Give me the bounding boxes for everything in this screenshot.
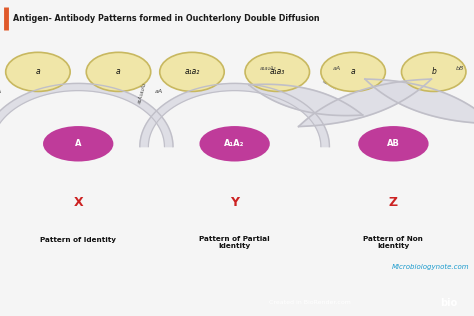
- Polygon shape: [249, 84, 363, 116]
- Text: bio: bio: [440, 298, 458, 307]
- Text: AB: AB: [387, 139, 400, 148]
- Text: a: a: [351, 67, 356, 76]
- Circle shape: [160, 52, 224, 91]
- Text: b: b: [431, 67, 436, 76]
- Text: A: A: [75, 139, 82, 148]
- Text: a₁A₁a₃: a₁A₁a₃: [321, 79, 338, 92]
- Text: Z: Z: [389, 196, 398, 209]
- Text: bB: bB: [456, 66, 464, 71]
- Text: Pattern of Non
Identity: Pattern of Non Identity: [364, 236, 423, 250]
- Ellipse shape: [44, 127, 112, 161]
- Ellipse shape: [359, 127, 428, 161]
- Text: Antigen- Antibody Patterns formed in Ouchterlony Double Diffusion: Antigen- Antibody Patterns formed in Ouc…: [13, 14, 320, 23]
- Text: a₁a₂A₂: a₁a₂A₂: [260, 66, 276, 71]
- Text: a₁A₁a₂A₂: a₁A₁a₂A₂: [137, 82, 147, 105]
- Text: a: a: [36, 67, 40, 76]
- Text: Created in BioRender.com: Created in BioRender.com: [269, 300, 351, 305]
- Text: Pattern of Identity: Pattern of Identity: [40, 237, 116, 243]
- Polygon shape: [299, 79, 431, 126]
- Text: aA: aA: [0, 89, 2, 94]
- Polygon shape: [365, 79, 474, 124]
- Circle shape: [321, 52, 385, 91]
- Text: a₁a₂: a₁a₂: [184, 67, 200, 76]
- Circle shape: [6, 52, 70, 91]
- Text: a₁a₃: a₁a₃: [270, 67, 285, 76]
- Polygon shape: [0, 83, 173, 147]
- Polygon shape: [140, 83, 329, 147]
- Text: A₁A₂: A₁A₂: [225, 139, 245, 148]
- Ellipse shape: [201, 127, 269, 161]
- Text: aA: aA: [155, 89, 163, 94]
- Text: Pattern of Partial
Identity: Pattern of Partial Identity: [200, 236, 270, 250]
- Text: Y: Y: [230, 196, 239, 209]
- Text: aA: aA: [332, 66, 341, 71]
- Circle shape: [401, 52, 466, 91]
- Text: Microbiologynote.com: Microbiologynote.com: [392, 264, 469, 270]
- Circle shape: [86, 52, 151, 91]
- Text: a: a: [116, 67, 121, 76]
- Circle shape: [245, 52, 310, 91]
- Text: X: X: [73, 196, 83, 209]
